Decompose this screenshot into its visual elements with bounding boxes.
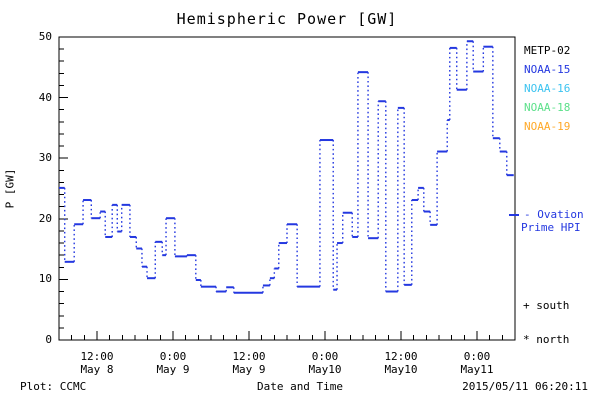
y-tick-label: 50 <box>38 30 52 43</box>
y-tick-label: 40 <box>38 90 52 104</box>
x-tick-label-date: May10 <box>308 363 342 376</box>
legend-north-marker-label: * north <box>523 333 570 346</box>
legend-satellite-noaa-16: NOAA-16 <box>524 82 571 95</box>
legend-ovation-label-line2: Prime HPI <box>521 221 581 234</box>
x-tick-label-date: May 9 <box>156 363 190 376</box>
x-tick-label-date: May 9 <box>232 363 266 376</box>
plot-box <box>58 36 516 341</box>
legend-south-marker-label: + south <box>523 299 570 312</box>
footer-plot-source: Plot: CCMC <box>20 380 87 393</box>
x-tick-label-time: 12:00 <box>80 350 114 363</box>
chart-title: Hemispheric Power [GW] <box>176 10 398 28</box>
x-tick-label-time: 0:00 <box>463 350 491 363</box>
x-tick-label-date: May 8 <box>80 363 114 376</box>
legend-satellite-noaa-19: NOAA-19 <box>524 120 571 133</box>
footer-timestamp: 2015/05/11 06:20:11 <box>462 380 588 393</box>
x-tick-label-time: 0:00 <box>311 350 339 363</box>
x-tick-label-date: May10 <box>384 363 418 376</box>
x-tick-label-time: 12:00 <box>384 350 418 363</box>
legend-satellite-noaa-18: NOAA-18 <box>524 101 571 114</box>
legend-satellite-noaa-15: NOAA-15 <box>524 63 571 76</box>
legend-satellite-metp-02: METP-02 <box>524 44 571 57</box>
y-tick-label: 30 <box>38 151 52 165</box>
y-tick-label: 0 <box>45 333 52 346</box>
x-axis-title: Date and Time <box>256 380 344 393</box>
legend-ovation-label-line1: - Ovation <box>524 208 584 221</box>
y-tick-label: 20 <box>38 211 52 225</box>
x-tick-label-date: May11 <box>460 363 494 376</box>
x-tick-label-time: 0:00 <box>159 350 187 363</box>
y-tick-label: 10 <box>38 272 52 286</box>
x-tick-label-time: 12:00 <box>232 350 266 363</box>
